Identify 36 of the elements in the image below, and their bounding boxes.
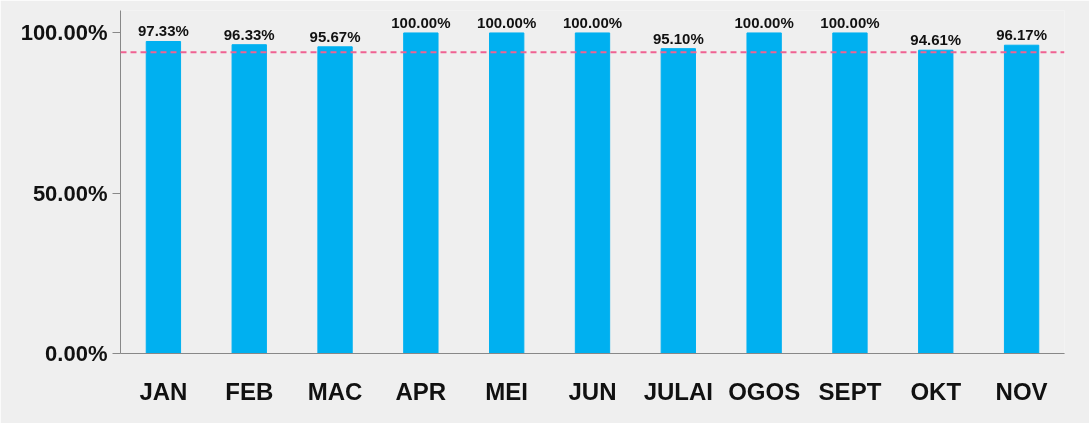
bar xyxy=(403,32,439,354)
x-tick-label: SEPT xyxy=(818,377,882,405)
data-label: 100.00% xyxy=(562,13,623,31)
y-tick-label: 0.00% xyxy=(45,341,108,366)
bar xyxy=(660,48,696,354)
data-label: 95.10% xyxy=(652,29,704,47)
data-label: 96.17% xyxy=(996,26,1048,44)
x-tick-label: NOV xyxy=(995,377,1048,405)
bar xyxy=(317,46,353,354)
x-tick-label: OGOS xyxy=(728,377,801,405)
bar xyxy=(1003,44,1040,354)
x-tick-label: MEI xyxy=(485,377,529,405)
bar xyxy=(145,41,182,354)
bar xyxy=(489,32,525,354)
x-tick-label: MAC xyxy=(307,377,363,405)
data-label: 100.00% xyxy=(820,13,880,31)
y-tick-label: 100.00% xyxy=(20,20,108,46)
bar xyxy=(574,32,611,354)
bar xyxy=(231,44,267,354)
data-label: 94.61% xyxy=(910,31,962,49)
bar xyxy=(832,32,868,354)
data-label: 100.00% xyxy=(734,13,794,31)
data-label: 100.00% xyxy=(391,13,451,31)
data-label: 100.00% xyxy=(477,13,537,31)
x-tick-label: APR xyxy=(395,377,447,405)
data-label: 97.33% xyxy=(137,22,189,40)
bar xyxy=(918,49,954,354)
bar xyxy=(746,32,782,354)
y-tick-label: 50.00% xyxy=(32,180,108,206)
x-tick-label: OKT xyxy=(910,377,962,405)
data-label: 96.33% xyxy=(223,25,275,43)
x-tick-label: JUN xyxy=(568,377,617,405)
data-label: 95.67% xyxy=(309,27,361,45)
x-tick-label: JULAI xyxy=(643,377,713,405)
x-tick-label: JAN xyxy=(139,377,188,405)
x-tick-label: FEB xyxy=(225,377,274,405)
